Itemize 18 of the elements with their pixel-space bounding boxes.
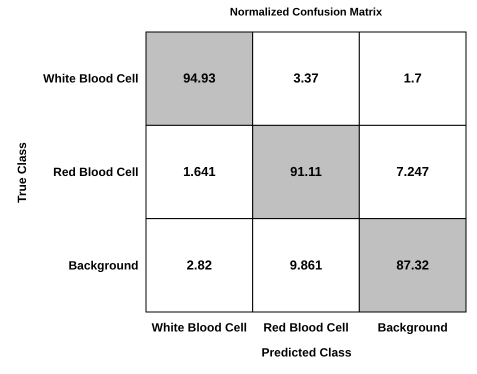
data-label: 91.11 xyxy=(290,164,322,179)
y-tick-label: Red Blood Cell xyxy=(53,165,138,179)
data-label: 9.861 xyxy=(290,257,322,272)
data-label: 1.7 xyxy=(404,70,422,86)
y-tick-label: Background xyxy=(68,258,138,272)
data-label: 87.32 xyxy=(396,257,429,272)
data-label: 94.93 xyxy=(183,70,216,86)
chart-title: Normalized Confusion Matrix xyxy=(230,6,383,18)
x-tick-label: Background xyxy=(378,320,448,334)
x-axis-title: Predicted Class xyxy=(261,346,352,360)
y-tick-label: White Blood Cell xyxy=(43,72,138,86)
data-label: 3.37 xyxy=(293,70,319,86)
y-axis-title: True Class xyxy=(15,142,30,203)
x-tick-label: Red Blood Cell xyxy=(263,320,349,334)
data-label: 7.247 xyxy=(396,164,429,179)
data-label: 2.82 xyxy=(186,257,212,272)
data-label: 1.641 xyxy=(183,164,216,179)
x-tick-label: White Blood Cell xyxy=(152,320,247,334)
